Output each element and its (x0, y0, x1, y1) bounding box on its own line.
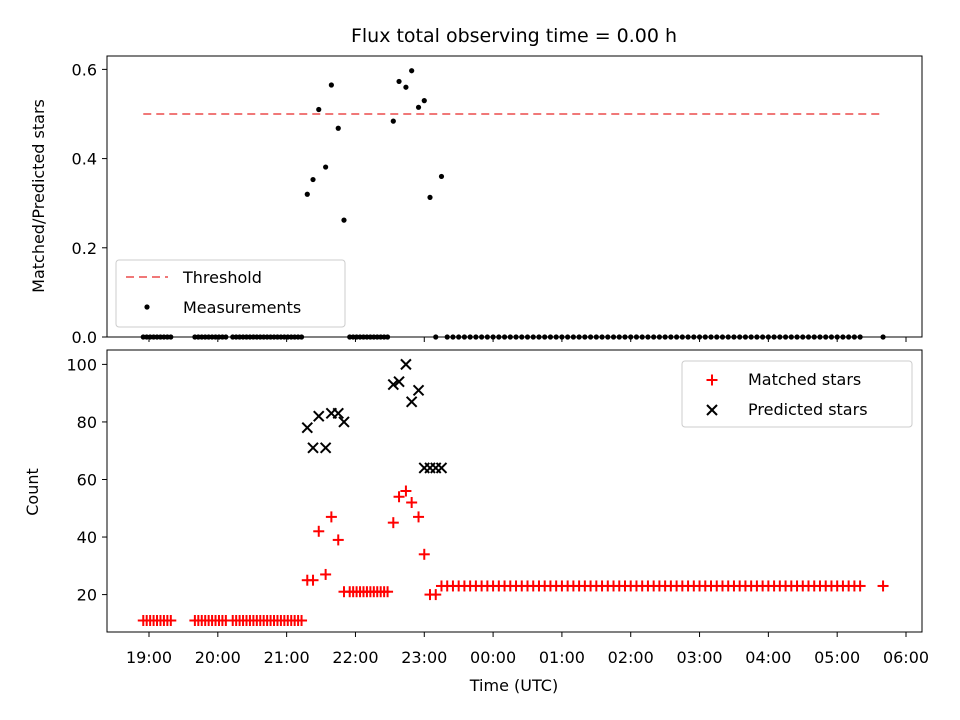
matched-star-point (296, 614, 308, 626)
y-tick-label: 100 (66, 355, 97, 374)
measurement-point (390, 118, 396, 124)
predicted-star-point (400, 358, 412, 371)
count-panel: Count Time (UTC) 20 40 60 80 100 19:00 20:00 2… (23, 349, 929, 695)
x-axis-ticks: 19:00 20:00 21:00 22:00 23:00 00:00 01:00 02:00… (126, 632, 929, 667)
matched-star-point (313, 525, 325, 537)
count-points (137, 358, 889, 626)
measurement-point (396, 78, 402, 85)
matched-star-point (854, 580, 866, 592)
predicted-star-point (307, 442, 319, 454)
x-tick-label: 23:00 (401, 648, 447, 667)
matched-star-point (877, 580, 889, 592)
measurement-point (341, 217, 347, 223)
x-tick-label: 02:00 (608, 648, 654, 667)
y-axis-label: Matched/Predicted stars (29, 99, 48, 293)
y-axis-label: Count (23, 468, 42, 516)
legend-threshold-label: Threshold (182, 268, 262, 287)
measurement-point (409, 68, 415, 74)
predicted-star-point (301, 421, 313, 434)
plot-frame (106, 55, 923, 338)
x-axis-label: Time (UTC) (469, 676, 558, 695)
predicted-star-point (435, 462, 448, 474)
predicted-star-point (338, 416, 350, 428)
x-tick-label: 05:00 (814, 648, 860, 667)
legend-predicted-marker (706, 404, 718, 416)
y-tick-label: 60 (77, 470, 97, 489)
x-tick-label: 22:00 (332, 648, 378, 667)
legend-predicted-swatch (706, 404, 718, 416)
x-tick-label: 21:00 (264, 648, 310, 667)
legend-measurements-swatch (144, 304, 150, 310)
y-tick-label: 0.0 (72, 328, 97, 347)
y-tick-label: 80 (77, 413, 97, 432)
predicted-star-point (313, 410, 325, 422)
matched-star-point (332, 534, 344, 546)
measurement-point (316, 106, 322, 113)
matched-star-point (325, 511, 337, 523)
plot-frame (106, 349, 923, 633)
matched-star-point (406, 497, 418, 509)
predicted-star-point (405, 396, 418, 408)
y-axis-ticks: 20 40 60 80 100 (66, 355, 107, 605)
matched-star-point (387, 517, 399, 529)
predicted-star-point (387, 378, 400, 391)
x-tick-label: 04:00 (745, 648, 791, 667)
measurement-point (304, 191, 310, 197)
chart-title: Flux total observing time = 0.00 h (351, 25, 677, 47)
measurement-point (328, 82, 334, 88)
matched-star-point (307, 574, 319, 586)
measurement-point (310, 176, 316, 183)
legend: Threshold Measurements (115, 259, 346, 328)
matched-star-point (320, 568, 332, 580)
measurement-point (335, 125, 341, 131)
predicted-star-point (412, 384, 425, 396)
legend-predicted-label: Predicted stars (748, 400, 868, 419)
x-tick-label: 20:00 (195, 648, 241, 667)
x-tick-label: 01:00 (539, 648, 585, 667)
measurement-point (427, 194, 433, 200)
x-tick-label: 00:00 (470, 648, 516, 667)
legend: Matched stars Predicted stars (681, 360, 913, 428)
matched-star-point (413, 511, 425, 523)
predicted-star-point (393, 375, 405, 388)
matched-star-point (382, 586, 394, 598)
legend-matched-swatch (706, 374, 718, 386)
matched-star-point (393, 491, 405, 503)
legend-measurements-label: Measurements (183, 298, 301, 317)
measurement-point (438, 173, 445, 180)
matched-star-point (165, 614, 177, 626)
measurement-point (323, 164, 329, 170)
x-tick-label: 03:00 (676, 648, 722, 667)
y-tick-label: 0.6 (72, 60, 97, 79)
matched-star-point (418, 548, 430, 560)
legend-matched-marker (706, 374, 718, 386)
y-tick-label: 0.4 (72, 150, 97, 169)
legend-matched-label: Matched stars (748, 370, 861, 389)
matched-star-point (430, 589, 442, 601)
predicted-star-point (319, 442, 332, 454)
legend-box (115, 259, 346, 328)
y-tick-label: 20 (77, 586, 97, 605)
predicted-star-point (332, 407, 344, 420)
x-tick-label: 19:00 (126, 648, 172, 667)
measurement-point (421, 98, 427, 104)
measurement-point (415, 104, 422, 110)
y-tick-label: 0.2 (72, 239, 97, 258)
y-axis-ticks: 0.0 0.2 0.4 0.6 (72, 60, 107, 347)
x-tick-label: 06:00 (883, 648, 929, 667)
matched-star-point (400, 485, 412, 497)
legend-box (681, 360, 913, 428)
y-tick-label: 40 (77, 528, 97, 547)
measurement-point (403, 84, 409, 90)
ratio-panel: Flux total observing time = 0.00 h Match… (29, 25, 923, 347)
